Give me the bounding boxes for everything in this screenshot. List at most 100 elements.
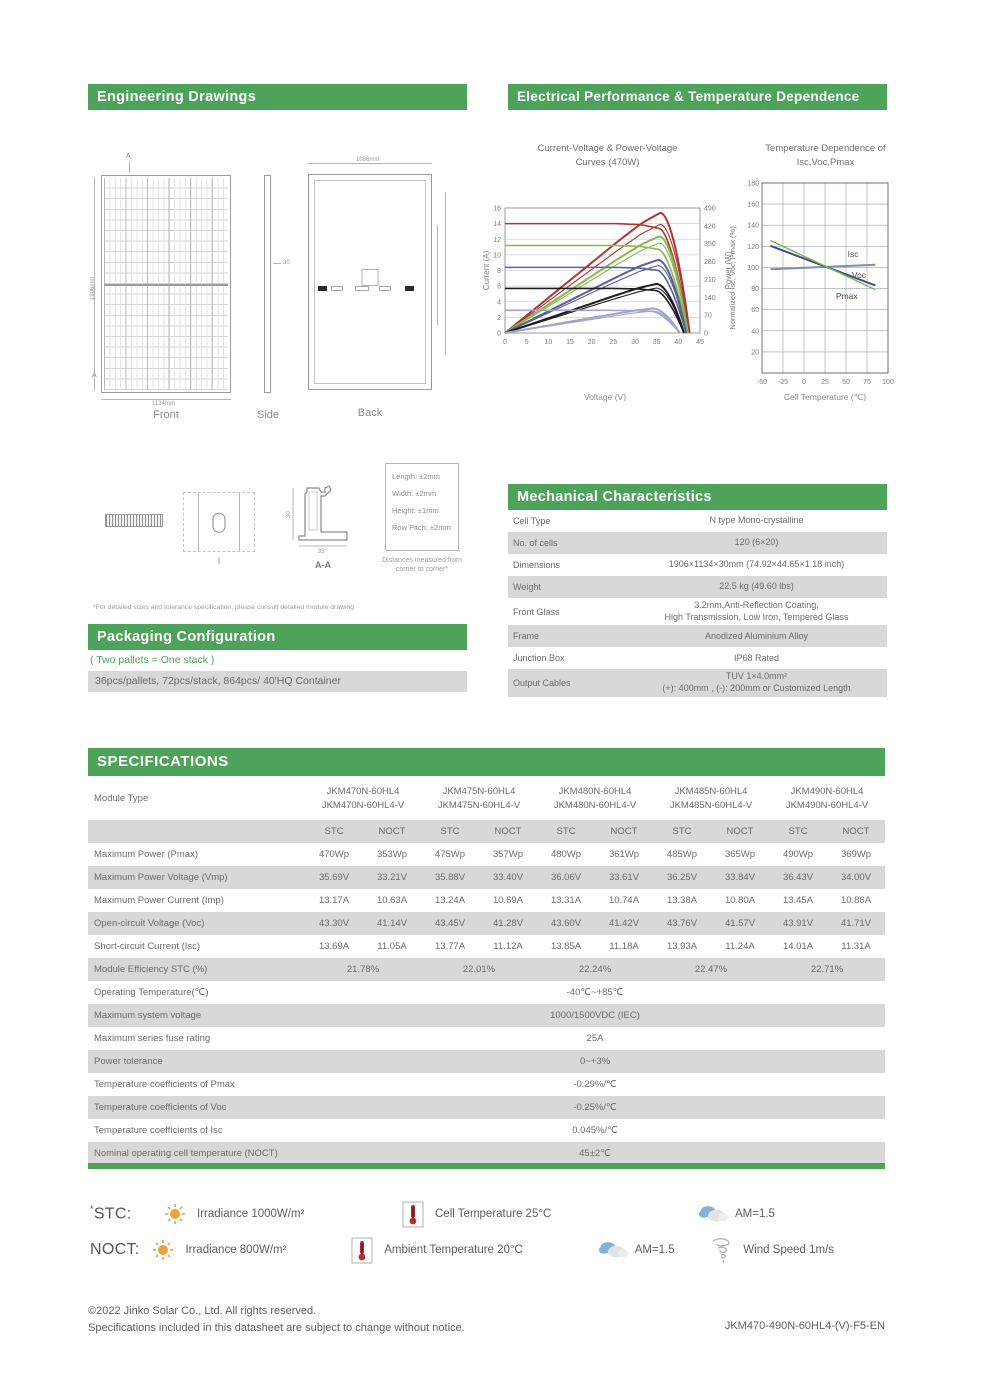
spec-cell: JKM490N-60HL4 JKM490N-60HL4-V bbox=[769, 778, 885, 820]
y-axis-label-right: Power (W) bbox=[724, 251, 733, 289]
spec-cell: 13.77A bbox=[434, 941, 466, 952]
tolerance-line: Row Pitch: ±2mm bbox=[392, 523, 451, 532]
stc-conditions-row: *STC: Irradiance 1000W/m² Cell Temperature… bbox=[90, 1198, 890, 1230]
spec-table-body: Module Type JKM470N-60HL4 JKM470N-60HL4-V J… bbox=[88, 778, 885, 1165]
mech-row: Weight 22.5 kg (49.60 lbs) bbox=[508, 576, 887, 598]
spec-table-bottom-bar bbox=[88, 1163, 885, 1169]
condition-header-stc: STC bbox=[324, 826, 344, 837]
condition-header-noct: NOCT bbox=[726, 826, 754, 837]
y-axis-tick-right: 420 bbox=[704, 223, 716, 230]
spec-cell: 41.42V bbox=[608, 918, 640, 929]
y-axis-label: Normalized Isc, Voc, Pmax (%) bbox=[728, 226, 737, 330]
tolerance-line: Width: ±2mm bbox=[392, 489, 437, 498]
spec-cell: 35.88V bbox=[434, 872, 466, 883]
mech-value-line: 3.2mm,Anti-Reflection Coating, bbox=[694, 600, 819, 610]
spec-cell: 10.69A bbox=[492, 895, 524, 906]
mech-row-value: 22.5 kg (49.60 lbs) bbox=[626, 579, 887, 595]
document-code: JKM470-490N-60HL4-(V)-F5-EN bbox=[724, 1320, 885, 1332]
mech-value-line: 22.5 kg (49.60 lbs) bbox=[719, 581, 794, 592]
condition-item: AM=1.5 bbox=[598, 1235, 707, 1265]
back-frame-inner bbox=[314, 180, 426, 384]
side-thickness-dim-line bbox=[273, 263, 281, 264]
y-axis-tick: 20 bbox=[751, 349, 759, 356]
y-axis-tick-left: 2 bbox=[497, 315, 501, 322]
detail-i-label: I bbox=[217, 556, 221, 566]
spec-row: Maximum Power Voltage (Vmp) 35.69V 33.21V 3… bbox=[88, 866, 885, 889]
spec-row: Maximum Power (Pmax) 470Wp 353Wp 475Wp 357Wp… bbox=[88, 843, 885, 866]
spec-cell: 33.84V bbox=[724, 872, 756, 883]
spec-cell: 33.61V bbox=[608, 872, 640, 883]
mech-row-label: Output Cables bbox=[513, 678, 571, 689]
mech-row-value: TUV 1×4.0mm² (+): 400mm , (-): 200mm or C… bbox=[626, 669, 887, 696]
back-width-dim-line bbox=[308, 163, 432, 164]
condition-item: Ambient Temperature 20°C bbox=[347, 1235, 598, 1265]
power-curve bbox=[504, 287, 685, 334]
y-axis-tick-right: 490 bbox=[704, 206, 716, 213]
x-axis-tick: 45 bbox=[696, 339, 704, 346]
iv-curve bbox=[505, 266, 687, 334]
power-curve bbox=[504, 258, 688, 334]
spec-row: Nominal operating cell temperature (NOCT… bbox=[88, 1142, 885, 1165]
spec-cell: Short-circuit Current (Isc) bbox=[94, 941, 201, 952]
curve-label-voc: Voc bbox=[852, 270, 867, 280]
spec-cell: 13.45A bbox=[782, 895, 814, 906]
module-type-line2: JKM475N-60HL4-V bbox=[437, 800, 521, 811]
packaging-value: 36pcs/pallets, 72pcs/stack, 864pcs/ 40'H… bbox=[88, 671, 467, 692]
condition-header-stc: STC bbox=[556, 826, 576, 837]
spec-cell: 22.01% bbox=[462, 964, 496, 975]
spec-row: Maximum series fuse rating 25A bbox=[88, 1027, 885, 1050]
spec-cell: Module Efficiency STC (%) bbox=[94, 964, 208, 975]
condition-header-noct: NOCT bbox=[842, 826, 870, 837]
spec-cell: Maximum system voltage bbox=[94, 1010, 202, 1021]
mech-row-value: 3.2mm,Anti-Reflection Coating, High Trans… bbox=[626, 598, 887, 625]
spec-cell: 25A bbox=[586, 1033, 604, 1044]
spec-cell: Maximum Power Voltage (Vmp) bbox=[94, 872, 228, 883]
front-width-dim-line bbox=[101, 399, 231, 400]
spec-label-module-type: Module Type bbox=[94, 793, 149, 805]
temp-chart-xlabel: Cell Temperature (℃) bbox=[783, 392, 867, 402]
cable-connector-symbol bbox=[318, 286, 327, 292]
condition-header-stc: STC bbox=[440, 826, 460, 837]
spec-cell: 10.86A bbox=[840, 895, 872, 906]
spec-cell: 0.045%/℃ bbox=[572, 1125, 618, 1136]
front-view-label: Front bbox=[153, 409, 179, 421]
y-axis-tick: 160 bbox=[747, 202, 759, 209]
mech-row-label: No. of cells bbox=[513, 538, 558, 548]
spec-row: Maximum Power Current (Imp) 13.17A 10.63A 1… bbox=[88, 889, 885, 912]
condition-text: AM=1.5 bbox=[634, 1244, 675, 1256]
spec-cell: 480Wp bbox=[550, 849, 582, 860]
condition-text: Wind Speed 1m/s bbox=[743, 1244, 835, 1256]
condition-header-stc: STC bbox=[672, 826, 692, 837]
x-axis-tick: 30 bbox=[631, 339, 639, 346]
y-axis-tick-right: 210 bbox=[704, 277, 716, 284]
module-type-line1: JKM490N-60HL4 bbox=[790, 786, 864, 798]
mech-row: Cell Type N type Mono-crystalline bbox=[508, 510, 887, 532]
spec-cell: 41.71V bbox=[840, 918, 872, 929]
x-axis-tick: 35 bbox=[653, 339, 661, 346]
plot-border bbox=[761, 182, 889, 374]
stc-label: *STC: bbox=[90, 1204, 132, 1223]
mech-row: Dimensions 1906×1134×30mm (74.92×44.65×1.… bbox=[508, 554, 887, 576]
y-axis-tick: 80 bbox=[751, 286, 759, 293]
sun-icon bbox=[148, 1235, 178, 1265]
x-axis-tick: 0 bbox=[503, 339, 507, 346]
power-curve bbox=[504, 307, 681, 334]
mech-value-line: IP68 Rated bbox=[733, 652, 780, 663]
frame-profile-path bbox=[298, 485, 348, 541]
noct-label: NOCT: bbox=[90, 1241, 140, 1258]
mech-row-value: 1906×1134×30mm (74.92×44.65×1.18 inch) bbox=[626, 557, 887, 573]
spec-cell: Temperature coefficients of Isc bbox=[94, 1125, 223, 1136]
spec-cell: JKM470N-60HL4 JKM470N-60HL4-V bbox=[305, 778, 421, 820]
mechanical-characteristics-header: Mechanical Characteristics bbox=[508, 484, 887, 510]
mech-value-line: Anodized Aluminium Alloy bbox=[704, 630, 809, 641]
condition-item: Irradiance 800W/m² bbox=[148, 1235, 347, 1265]
spec-cell: 13.93A bbox=[666, 941, 698, 952]
spec-cell: 43.60V bbox=[550, 918, 582, 929]
mech-row-value: 120 (6×20) bbox=[626, 535, 887, 551]
spec-cell: -40℃~+85℃ bbox=[566, 987, 624, 998]
power-curve bbox=[504, 242, 689, 334]
iv-curve bbox=[505, 222, 691, 334]
front-height-dim-line bbox=[94, 177, 95, 391]
y-axis-tick: 40 bbox=[751, 328, 759, 335]
condition-text: AM=1.5 bbox=[735, 1208, 775, 1220]
